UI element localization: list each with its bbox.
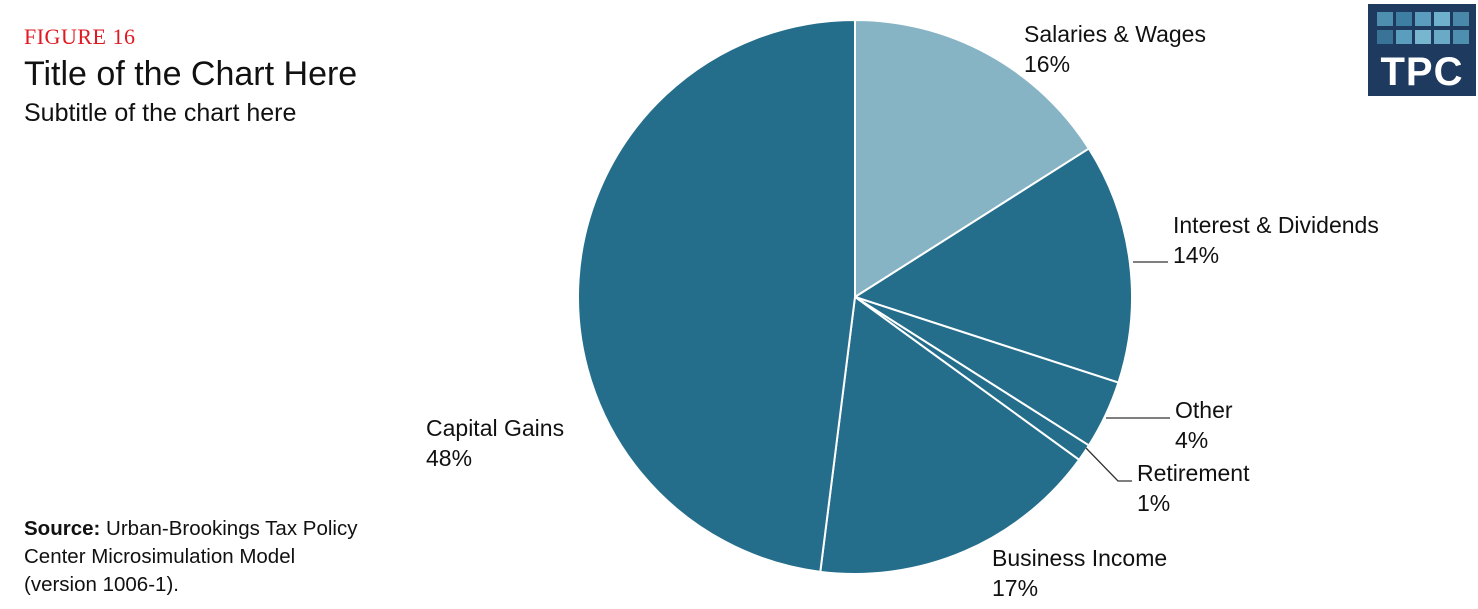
source-note: Source: Urban-Brookings Tax Policy Cente… <box>24 515 364 599</box>
slice-value-label: 17% <box>992 575 1038 601</box>
slice-category-label: Business Income <box>992 545 1167 571</box>
logo-square <box>1434 12 1450 26</box>
leader-lines <box>1085 261 1170 482</box>
slice-category-label: Retirement <box>1137 460 1250 486</box>
slice-category-label: Other <box>1175 397 1233 423</box>
slice-value-label: 16% <box>1024 51 1070 77</box>
pie-slices <box>577 18 1133 575</box>
logo-square <box>1415 12 1431 26</box>
pie-slice-interest-dividends <box>852 147 1133 384</box>
pie-slice-salaries-wages <box>854 18 1091 299</box>
chart-title: Title of the Chart Here <box>24 55 358 93</box>
logo-square <box>1396 12 1412 26</box>
logo-square <box>1415 30 1431 44</box>
slice-value-label: 1% <box>1137 490 1170 516</box>
slice-category-label: Capital Gains <box>426 415 564 441</box>
tpc-logo: TPC <box>1368 4 1476 96</box>
slice-category-label: Salaries & Wages <box>1024 21 1206 47</box>
source-text: Urban-Brookings Tax Policy Center Micros… <box>24 517 358 596</box>
logo-square <box>1377 12 1393 26</box>
pie-slice-capital-gains <box>577 18 856 573</box>
chart-subtitle: Subtitle of the chart here <box>24 99 297 127</box>
logo-square <box>1377 30 1393 44</box>
leader-line <box>1085 447 1132 482</box>
source-label: Source: <box>24 517 101 540</box>
logo-square <box>1453 30 1469 44</box>
slice-value-label: 48% <box>426 445 472 471</box>
logo-square <box>1396 30 1412 44</box>
tpc-logo-text: TPC <box>1380 50 1464 94</box>
slice-value-label: 4% <box>1175 427 1208 453</box>
pie-slice-business-income <box>819 295 1081 575</box>
slice-value-label: 14% <box>1173 242 1219 268</box>
logo-square <box>1453 12 1469 26</box>
slice-labels: Salaries & Wages 16% Interest & Dividends 1… <box>426 21 1379 601</box>
logo-square <box>1434 30 1450 44</box>
figure-label: FIGURE 16 <box>24 24 136 49</box>
slice-category-label: Interest & Dividends <box>1173 212 1379 238</box>
